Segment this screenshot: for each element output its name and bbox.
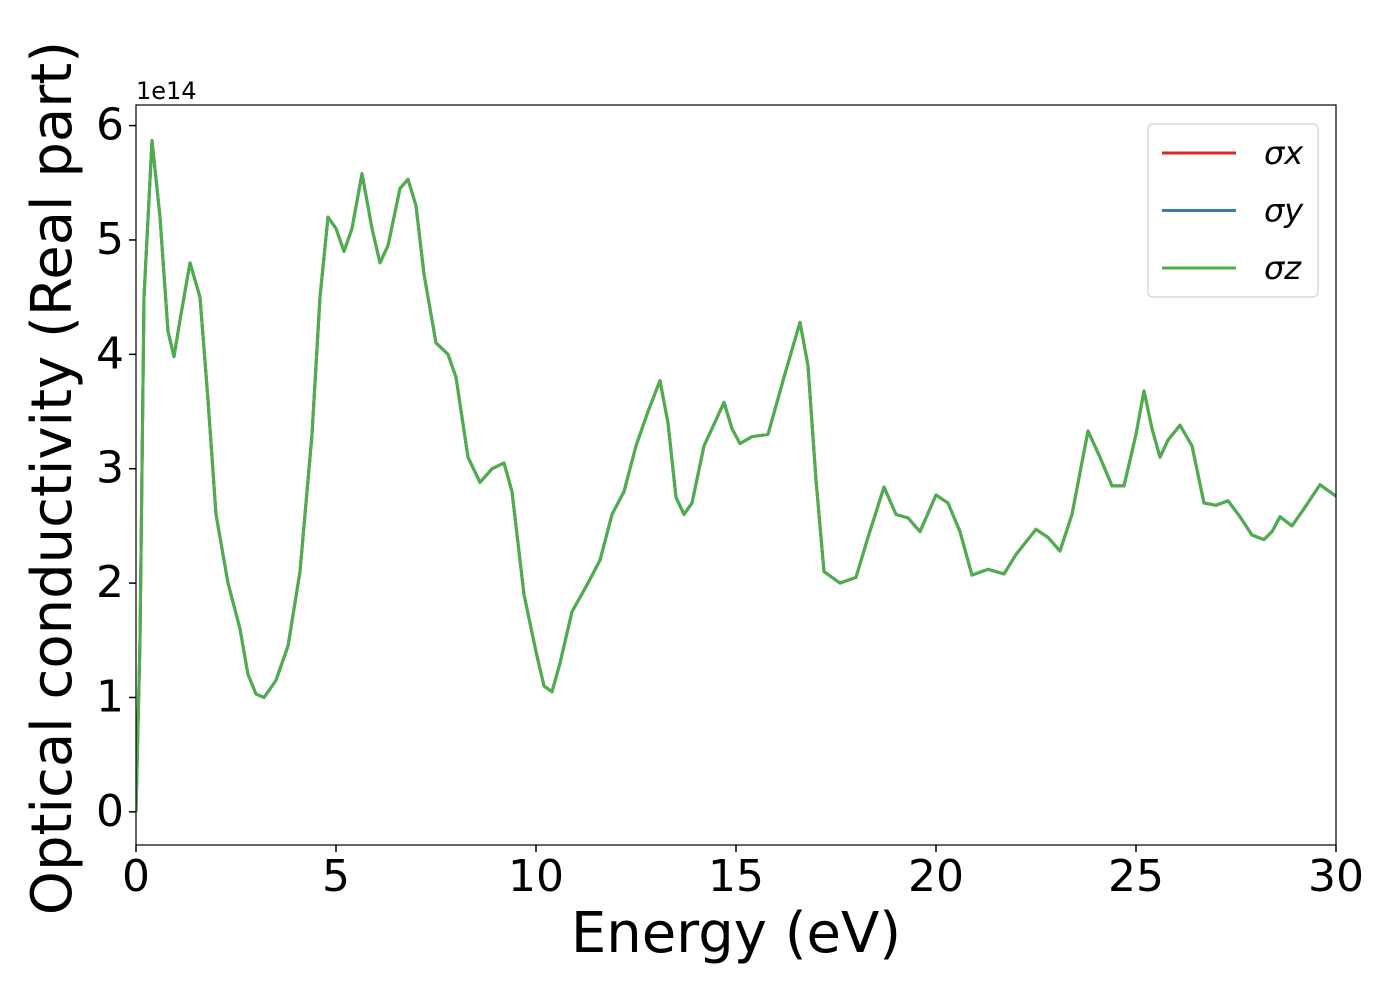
y-tick-label: 2 xyxy=(96,557,124,608)
x-tick-label: 20 xyxy=(908,851,964,902)
legend-label: σx xyxy=(1264,134,1304,172)
x-tick-label: 30 xyxy=(1308,851,1364,902)
plot-frame xyxy=(135,104,1337,846)
y-tick-label: 4 xyxy=(96,328,124,379)
x-tick-label: 15 xyxy=(708,851,764,902)
y-offset-label: 1e14 xyxy=(136,77,197,105)
x-tick-label: 10 xyxy=(508,851,564,902)
y-tick-label: 0 xyxy=(96,786,124,837)
y-tick-label: 5 xyxy=(96,214,124,265)
legend-label: σz xyxy=(1264,249,1302,287)
y-tick-label: 3 xyxy=(96,443,124,494)
x-tick-label: 0 xyxy=(122,851,150,902)
x-tick-label: 5 xyxy=(322,851,350,902)
legend-label: σy xyxy=(1264,192,1304,230)
y-axis-label: Optical conductivity (Real part) xyxy=(20,41,85,915)
y-tick-label: 6 xyxy=(96,100,124,151)
series-line xyxy=(136,138,1336,812)
y-tick-label: 1 xyxy=(96,671,124,722)
x-axis-label: Energy (eV) xyxy=(571,901,901,966)
x-tick-label: 25 xyxy=(1108,851,1164,902)
